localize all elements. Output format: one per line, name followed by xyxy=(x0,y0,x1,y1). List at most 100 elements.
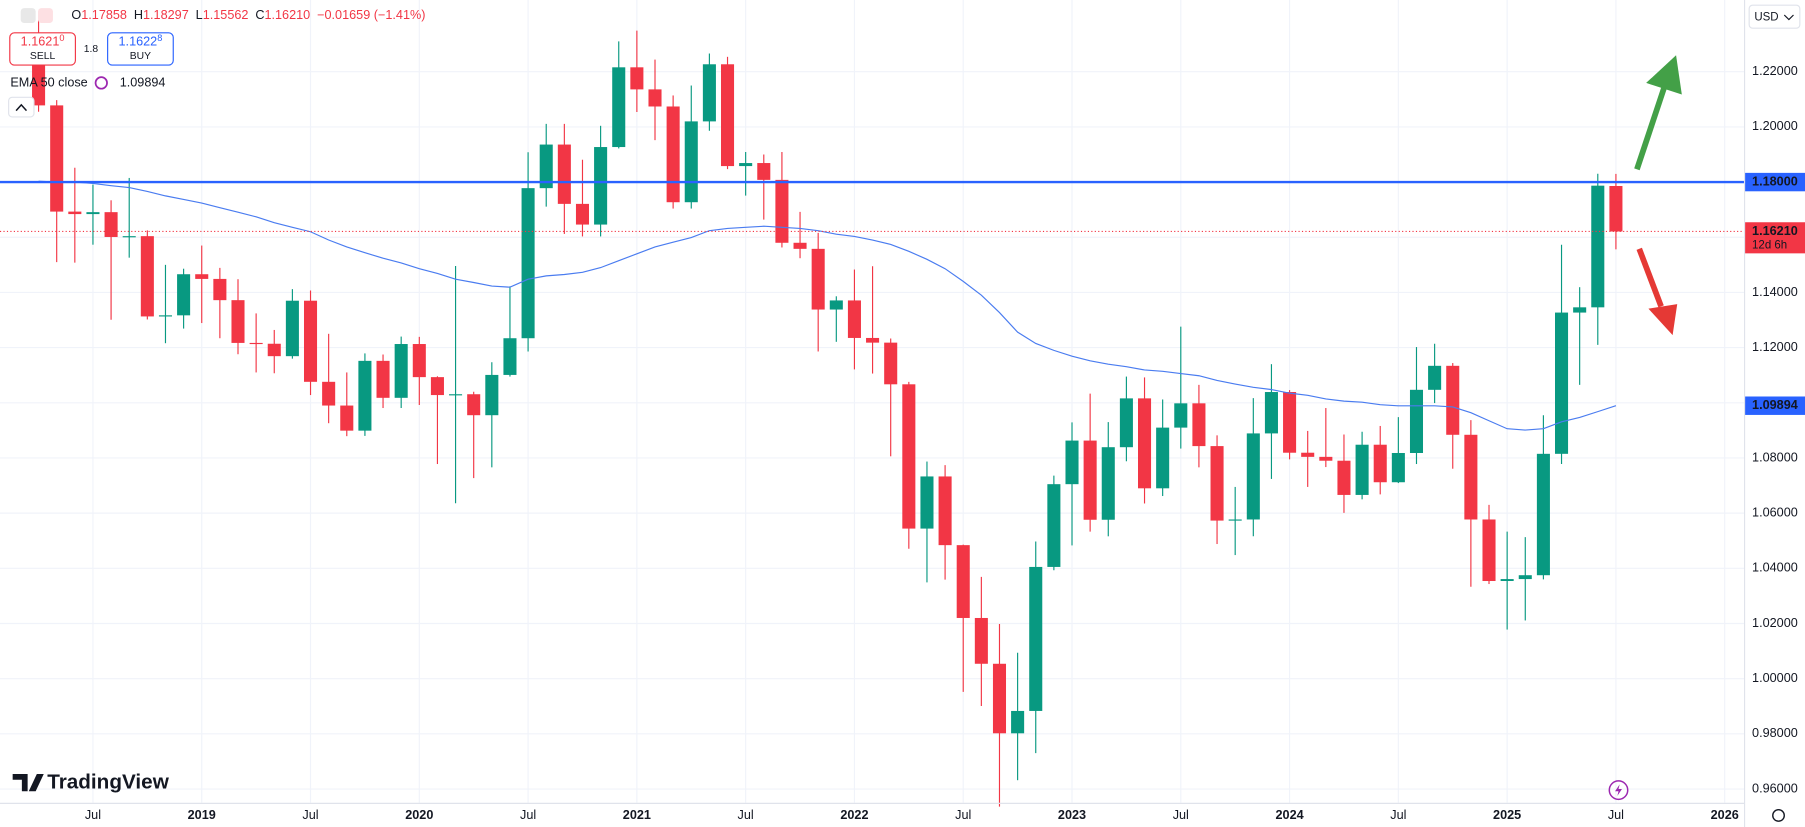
ohlc-legend: O1.17858 H1.18297 L1.15562 C1.16210 −0.01659… xyxy=(71,8,425,22)
candle-body xyxy=(594,147,608,225)
candle-body xyxy=(956,545,970,618)
x-tick-label: 2020 xyxy=(405,808,433,822)
currency: USD xyxy=(1754,11,1778,23)
candle-body xyxy=(1391,452,1405,483)
x-tick-label: 2022 xyxy=(840,808,868,822)
icon xyxy=(37,8,53,24)
y-tick-label: 1.02000 xyxy=(1752,616,1798,630)
candle-body xyxy=(1119,398,1133,448)
candle-body xyxy=(847,300,861,338)
candle-body xyxy=(1174,403,1188,428)
candle-body xyxy=(430,377,444,396)
currency-button[interactable] xyxy=(1748,4,1801,29)
candle-body xyxy=(829,300,843,310)
sell-label: SELL xyxy=(30,51,56,62)
candle-body xyxy=(412,344,426,378)
y-tick-label: 0.98000 xyxy=(1752,726,1798,740)
icon xyxy=(20,8,36,24)
sell-price: 1.16210 xyxy=(21,34,65,49)
candle-body xyxy=(757,163,771,180)
candle-body xyxy=(449,394,463,396)
open-value: 1.17858 xyxy=(81,8,127,22)
candle-body xyxy=(1518,575,1532,580)
candle-body xyxy=(1573,307,1587,313)
candle-body xyxy=(213,278,227,301)
candle-body xyxy=(1555,312,1569,454)
candle-body xyxy=(720,64,735,167)
indicator-icon[interactable] xyxy=(94,76,108,90)
candle-body xyxy=(702,64,716,122)
candle-body xyxy=(1011,710,1025,734)
y-tick-label: 1.00000 xyxy=(1752,671,1798,685)
y-tick-label: 0.96000 xyxy=(1752,781,1798,795)
candle-body xyxy=(630,67,644,90)
low-value: 1.15562 xyxy=(203,8,249,22)
x-tick-label: Jul xyxy=(302,808,318,822)
candle-body xyxy=(992,663,1007,734)
collapse-button[interactable] xyxy=(8,96,35,118)
candle-body xyxy=(503,338,517,375)
candle-body xyxy=(684,121,698,203)
candle-body xyxy=(1446,365,1460,435)
candle-body xyxy=(539,144,553,189)
y-tick-label: 1.20000 xyxy=(1752,119,1798,133)
candle-body xyxy=(158,315,173,317)
candle-body xyxy=(1047,484,1061,567)
logo-mark xyxy=(12,774,44,792)
x-tick-label: 2026 xyxy=(1711,808,1739,822)
sell-price-main: 1.1621 xyxy=(21,35,60,49)
alert-glyph xyxy=(1615,784,1622,796)
candle-body xyxy=(884,342,898,385)
plot xyxy=(0,12,1744,807)
candle-body xyxy=(86,212,100,215)
alert-icon[interactable] xyxy=(1608,780,1629,801)
candle-body xyxy=(285,300,299,357)
candle-body xyxy=(1337,460,1351,495)
logo-text: TradingView xyxy=(47,771,170,794)
up-arrow-shaft xyxy=(1634,85,1668,171)
candle-body xyxy=(177,274,191,316)
y-tick-label: 1.14000 xyxy=(1752,285,1798,299)
buy-price-sup: 8 xyxy=(157,34,162,44)
y-tick-label: 1.22000 xyxy=(1752,64,1798,78)
up-arrow-head xyxy=(1646,55,1682,95)
open-label: O xyxy=(71,8,81,22)
candle-body xyxy=(866,337,880,343)
candle-body xyxy=(938,476,952,546)
low-label: L xyxy=(196,8,203,22)
x-tick-label: Jul xyxy=(738,808,754,822)
x-tick-label: Jul xyxy=(1608,808,1624,822)
candle-body xyxy=(1283,392,1297,453)
candle-body xyxy=(1083,440,1097,520)
x-tick-label: Jul xyxy=(955,808,971,822)
settings-icon[interactable] xyxy=(1772,809,1785,822)
close-label: C xyxy=(255,8,264,22)
candle-body xyxy=(303,300,318,382)
high-value: 1.18297 xyxy=(143,8,189,22)
candle-body xyxy=(376,360,390,398)
candle-body xyxy=(249,342,263,345)
candle-body xyxy=(521,188,535,339)
candle-body xyxy=(1591,185,1605,308)
candle-body xyxy=(340,405,354,431)
sell-price-sup: 0 xyxy=(59,34,64,44)
candle-body xyxy=(1609,185,1623,232)
candle-body xyxy=(1228,519,1242,521)
candle-body xyxy=(575,203,590,225)
buy-button[interactable] xyxy=(107,32,174,66)
down-arrow-head xyxy=(1648,304,1678,336)
candle-body xyxy=(1246,433,1260,520)
ema-price-tag xyxy=(1745,396,1805,415)
last-price-tag xyxy=(1745,222,1805,254)
candle-body xyxy=(793,242,807,249)
candle-body xyxy=(1464,434,1478,520)
candle-body xyxy=(648,89,662,107)
change-value: −0.01659 (−1.41%) xyxy=(317,8,425,22)
spread: 1.8 xyxy=(84,44,99,55)
candle-body xyxy=(974,617,988,664)
indicator-name: EMA 50 close xyxy=(10,75,87,89)
legend-panel: O1.17858 H1.18297 L1.15562 C1.16210 −0.01659… xyxy=(8,8,425,118)
sell-button[interactable] xyxy=(9,32,76,66)
candle-body xyxy=(1138,398,1152,489)
